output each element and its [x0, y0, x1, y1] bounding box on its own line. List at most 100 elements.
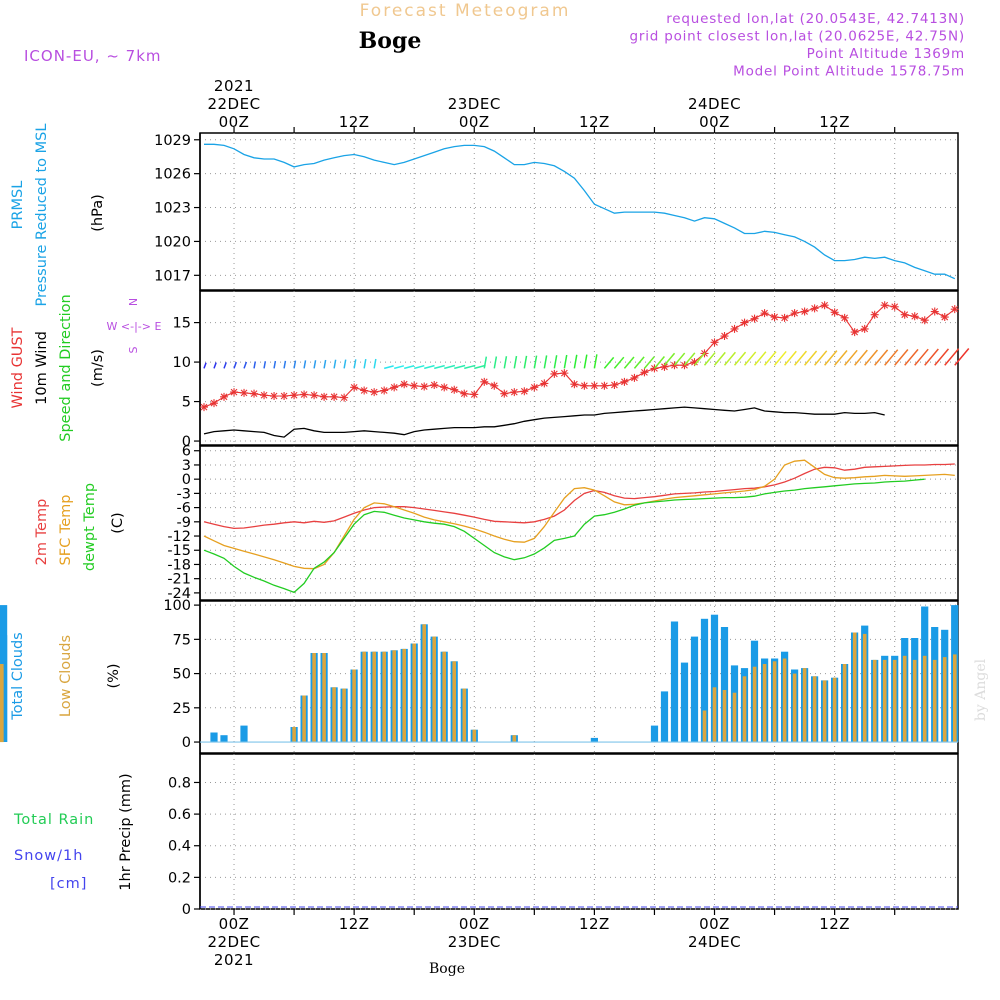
total-cloud-bar: [720, 627, 729, 742]
low-cloud-bar: [452, 661, 456, 743]
wind-direction-arrow: [464, 364, 476, 370]
gust-marker: [850, 328, 859, 337]
model-label: ICON-EU, ~ 7km: [24, 47, 162, 65]
gust-marker: [300, 390, 309, 399]
pressure-unit: (hPa): [90, 194, 106, 231]
wind-direction-arrow: [553, 355, 558, 369]
info-line: Point Altitude 1369m: [807, 46, 965, 62]
gust-marker: [950, 305, 959, 314]
gust-series: [203, 304, 956, 408]
temp-unit: (C): [110, 512, 126, 533]
gust-label: Wind GUST: [10, 327, 26, 408]
info-line: Model Point Altitude 1578.75m: [733, 64, 965, 80]
gust-marker: [810, 304, 819, 313]
top-time-label: 23DEC: [448, 95, 501, 113]
wind-direction-arrow: [593, 354, 598, 369]
gust-marker: [260, 391, 269, 400]
low-cloud-bar: [742, 676, 747, 742]
wind-direction-arrow: [613, 356, 625, 369]
gust-marker: [540, 379, 549, 388]
dewpt-series: [203, 478, 925, 594]
low-cloud-bar: [822, 680, 827, 742]
clouds-ytick-label: 25: [173, 701, 191, 717]
wind-direction-arrow: [474, 364, 486, 370]
wind-dir-label: Speed and Direction: [58, 294, 74, 441]
footer-location: Boge: [429, 961, 465, 977]
gust-marker: [880, 301, 889, 310]
wind-direction-arrow: [703, 352, 716, 366]
temp2m-series: [203, 463, 955, 530]
bottom-time-label: 00Z: [699, 915, 730, 933]
gust-marker: [280, 392, 289, 401]
wind-direction-arrow: [233, 361, 238, 369]
low-cloud-bar: [432, 636, 436, 742]
low-cloud-bar: [402, 648, 406, 742]
low-cloud-bar: [832, 677, 837, 743]
wind-direction-arrow: [424, 364, 435, 370]
wind-direction-arrow: [503, 356, 508, 369]
wind-direction-arrow: [404, 365, 415, 370]
gust-marker: [320, 392, 329, 401]
gust-marker: [910, 312, 919, 321]
gust-marker: [510, 388, 519, 397]
gust-marker: [240, 388, 249, 397]
low-cloud-bar: [762, 664, 767, 743]
snow-unit: [cm]: [50, 876, 87, 892]
gust-marker: [250, 389, 259, 398]
wind-direction-arrow: [904, 348, 919, 366]
low-cloud-bar: [942, 657, 947, 742]
low-cloud-bar: [292, 727, 296, 743]
bottom-time-label: 00Z: [459, 915, 490, 933]
gust-marker: [480, 377, 489, 386]
wind-direction-arrow: [653, 356, 665, 369]
clouds-ytick-label: 100: [163, 598, 191, 614]
compass-n: N: [127, 298, 140, 306]
precipitation-ytick-label: 0.6: [168, 807, 191, 823]
wind-direction-arrow: [383, 365, 394, 370]
wind-direction-arrow: [784, 350, 797, 366]
wind-direction-arrow: [934, 348, 950, 366]
gust-marker: [780, 313, 789, 322]
sfc-temp-series: [203, 459, 955, 570]
wind-direction-arrow: [563, 354, 568, 369]
wind-direction-arrow: [493, 356, 498, 369]
gust-marker: [350, 383, 359, 392]
temperature-ytick-label: -3: [177, 486, 191, 502]
wind-direction-arrow: [523, 355, 528, 369]
low-cloud-bar: [302, 695, 306, 743]
low-cloud-bar: [372, 651, 376, 743]
temperature-ytick-label: -18: [167, 557, 191, 573]
low-cloud-bar: [932, 659, 937, 743]
wind-direction-arrow: [794, 350, 808, 366]
bottom-time-label: 2021: [214, 951, 254, 969]
gust-marker: [290, 391, 299, 400]
precipitation-ytick-label: 0.2: [168, 870, 191, 886]
low-cloud-bar: [722, 690, 727, 742]
dewpt-label: dewpt Temp: [82, 483, 98, 571]
low-cloud-bar: [802, 668, 807, 742]
low-cloud-bar: [392, 650, 396, 742]
watermark: by Angel: [973, 658, 989, 721]
gust-marker: [530, 383, 539, 392]
gust-marker: [620, 377, 629, 386]
total-cloud-bar: [650, 725, 659, 742]
wind-direction-arrow: [944, 348, 960, 366]
gust-marker: [750, 314, 759, 323]
temperature-frame: [199, 445, 959, 601]
gust-marker: [800, 307, 809, 316]
top-time-label: 12Z: [339, 113, 370, 131]
temp2m-label: 2m Temp: [34, 499, 50, 566]
wind-direction-arrow: [303, 360, 307, 369]
wind-direction-arrow: [824, 350, 838, 366]
pressure-ytick-label: 1017: [154, 268, 191, 284]
temperature-ytick-label: 3: [182, 458, 191, 474]
low-cloud-bar: [772, 661, 777, 743]
gust-marker: [920, 316, 929, 325]
low-cloud-bar: [892, 659, 897, 743]
wind-direction-arrow: [864, 349, 879, 366]
gust-marker: [660, 362, 669, 371]
gust-marker: [360, 386, 369, 395]
snow-label: Snow/1h: [14, 848, 83, 864]
wind-direction-arrow: [844, 349, 858, 366]
